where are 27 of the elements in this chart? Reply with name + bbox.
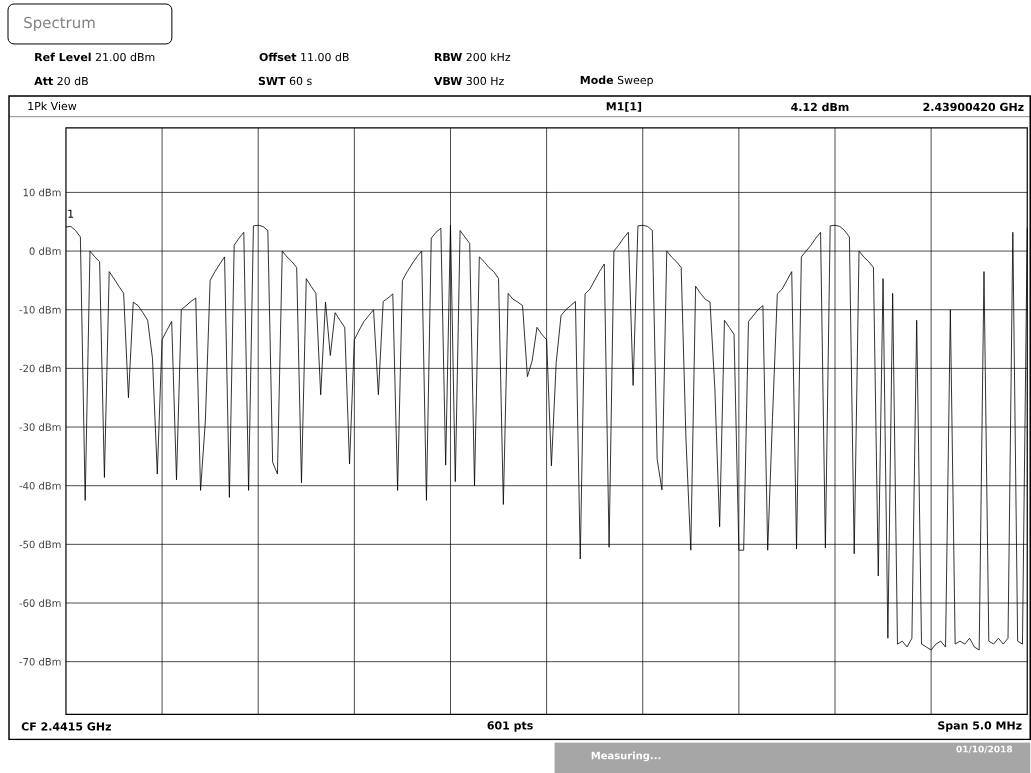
y-tick-label: -40 dBm — [19, 481, 61, 490]
text: Att 20 dB — [34, 76, 88, 85]
text: 601 pts — [487, 721, 533, 732]
text: M1[1] — [606, 101, 642, 112]
text: VBW 300 Hz — [433, 76, 504, 85]
text: RBW 200 kHz — [434, 52, 511, 61]
text: Offset 11.00 dB — [259, 52, 349, 61]
y-tick-label: -10 dBm — [19, 305, 61, 314]
text: Measuring... — [591, 751, 661, 762]
text: SWT 60 s — [258, 76, 312, 85]
text: Spectrum — [24, 16, 95, 31]
y-tick-label: -50 dBm — [19, 540, 61, 549]
y-tick-label: -30 dBm — [19, 422, 61, 431]
y-tick-label: 10 dBm — [23, 188, 61, 197]
text: 2.43900420 GHz — [923, 102, 1024, 111]
y-tick-label: 0 dBm — [29, 246, 61, 255]
y-tick-label: -20 dBm — [19, 364, 61, 373]
annotation: 1 — [68, 209, 74, 218]
text: Ref Level 21.00 dBm — [35, 52, 155, 61]
text: 1Pk View — [28, 101, 77, 110]
text: CF 2.4415 GHz — [21, 722, 111, 731]
y-tick-label: -70 dBm — [19, 657, 61, 666]
text: 4.12 dBm — [791, 102, 849, 111]
text: 01/10/2018 — [956, 745, 1013, 753]
y-tick-label: -60 dBm — [19, 598, 61, 607]
text: Span 5.0 MHz — [938, 721, 1022, 732]
text: Mode Sweep — [580, 75, 653, 87]
